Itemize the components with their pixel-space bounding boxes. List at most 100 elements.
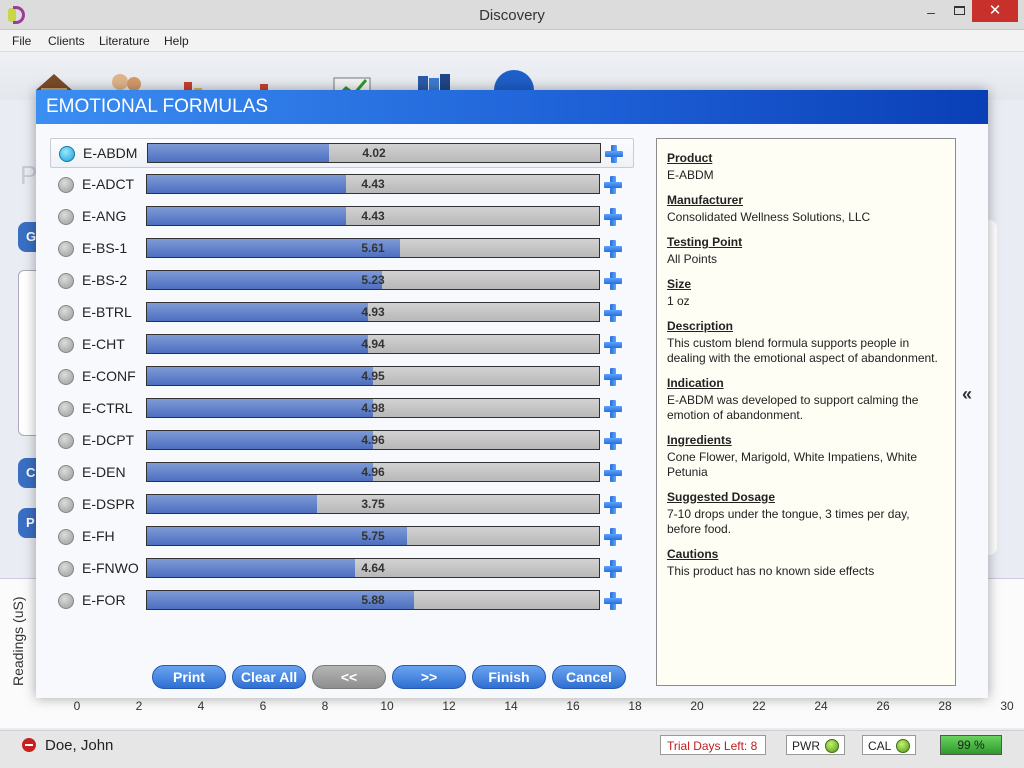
formula-code: E-BS-1 <box>82 240 128 256</box>
minimize-button[interactable]: – <box>927 4 935 20</box>
add-formula-icon[interactable] <box>604 400 622 418</box>
formula-reading-bar: 5.23 <box>146 270 600 290</box>
add-formula-icon[interactable] <box>604 272 622 290</box>
print-button[interactable]: Print <box>152 665 226 689</box>
formula-code: E-DEN <box>82 464 126 480</box>
finish-button[interactable]: Finish <box>472 665 546 689</box>
formula-row[interactable]: E-CHT 4.94 <box>50 330 634 360</box>
x-tick-label: 26 <box>876 699 890 713</box>
formula-reading-bar: 4.95 <box>146 366 600 386</box>
formula-row[interactable]: E-CTRL 4.98 <box>50 394 634 424</box>
product-label: Product <box>667 151 713 165</box>
reading-fill <box>147 495 317 513</box>
add-formula-icon[interactable] <box>604 368 622 386</box>
formula-radio[interactable] <box>58 241 74 257</box>
pwr-label: PWR <box>792 739 820 753</box>
add-formula-icon[interactable] <box>604 560 622 578</box>
prev-page-button[interactable]: << <box>312 665 386 689</box>
formula-radio[interactable] <box>59 146 75 162</box>
formula-radio[interactable] <box>58 337 74 353</box>
formula-reading-bar: 4.43 <box>146 206 600 226</box>
formula-radio[interactable] <box>58 305 74 321</box>
formula-row[interactable]: E-FNWO 4.64 <box>50 554 634 584</box>
cancel-button[interactable]: Cancel <box>552 665 626 689</box>
reading-value: 4.98 <box>361 401 385 415</box>
formula-reading-bar: 4.96 <box>146 430 600 450</box>
formula-row[interactable]: E-BS-2 5.23 <box>50 266 634 296</box>
bg-section-tab[interactable]: P <box>18 508 38 538</box>
formula-row[interactable]: E-BS-1 5.61 <box>50 234 634 264</box>
formula-row[interactable]: E-CONF 4.95 <box>50 362 634 392</box>
dosage-value: 7-10 drops under the tongue, 3 times per… <box>667 507 910 536</box>
reading-fill <box>147 431 373 449</box>
formula-radio[interactable] <box>58 273 74 289</box>
calibration-status: CAL <box>862 735 917 755</box>
formula-row[interactable]: E-BTRL 4.93 <box>50 298 634 328</box>
collapse-panel-icon[interactable]: « <box>962 384 973 404</box>
add-formula-icon[interactable] <box>604 336 622 354</box>
add-formula-icon[interactable] <box>604 240 622 258</box>
add-formula-icon[interactable] <box>604 528 622 546</box>
formula-radio[interactable] <box>58 433 74 449</box>
formula-code: E-ADCT <box>82 176 135 192</box>
size-value: 1 oz <box>667 294 690 308</box>
x-tick-label: 12 <box>442 699 456 713</box>
reading-value: 4.43 <box>361 209 385 223</box>
formula-row[interactable]: E-FOR 5.88 <box>50 586 634 616</box>
formula-radio[interactable] <box>58 369 74 385</box>
manufacturer-label: Manufacturer <box>667 193 744 207</box>
formula-reading-bar: 5.61 <box>146 238 600 258</box>
formula-row[interactable]: E-FH 5.75 <box>50 522 634 552</box>
trial-days: 8 <box>750 739 758 753</box>
bg-section-tab[interactable]: G <box>18 222 38 252</box>
formula-radio[interactable] <box>58 497 74 513</box>
formula-radio[interactable] <box>58 561 74 577</box>
formula-reading-bar: 5.88 <box>146 590 600 610</box>
reading-fill <box>147 239 401 257</box>
close-button[interactable]: ✕ <box>972 0 1018 22</box>
cal-label: CAL <box>868 739 892 753</box>
bg-section-tab[interactable]: C <box>18 458 38 488</box>
add-formula-icon[interactable] <box>604 592 622 610</box>
formula-radio[interactable] <box>58 401 74 417</box>
x-tick-label: 8 <box>321 699 329 713</box>
next-page-button[interactable]: >> <box>392 665 466 689</box>
add-formula-icon[interactable] <box>604 432 622 450</box>
add-formula-icon[interactable] <box>604 464 622 482</box>
add-formula-icon[interactable] <box>604 208 622 226</box>
reading-fill <box>147 207 346 225</box>
formula-radio[interactable] <box>58 465 74 481</box>
formula-row[interactable]: E-ABDM 4.02 <box>50 138 634 168</box>
x-tick-label: 14 <box>504 699 518 713</box>
reading-value: 4.95 <box>361 369 385 383</box>
maximize-button[interactable] <box>946 2 972 24</box>
add-formula-icon[interactable] <box>604 176 622 194</box>
x-tick-label: 24 <box>814 699 828 713</box>
formula-row[interactable]: E-DSPR 3.75 <box>50 490 634 520</box>
app-logo-icon <box>8 6 26 24</box>
formula-radio[interactable] <box>58 177 74 193</box>
clear-all-button[interactable]: Clear All <box>232 665 306 689</box>
formula-radio[interactable] <box>58 593 74 609</box>
menu-clients[interactable]: Clients <box>48 34 85 48</box>
reading-value: 4.64 <box>361 561 385 575</box>
add-formula-icon[interactable] <box>605 145 623 163</box>
formula-row[interactable]: E-DCPT 4.96 <box>50 426 634 456</box>
formula-row[interactable]: E-ANG 4.43 <box>50 202 634 232</box>
formula-radio[interactable] <box>58 529 74 545</box>
formula-code: E-BTRL <box>82 304 132 320</box>
menu-file[interactable]: File <box>12 34 32 48</box>
x-tick-label: 2 <box>135 699 143 713</box>
emotional-formulas-dialog: EMOTIONAL FORMULAS E-ABDM 4.02 E-ADCT 4.43 E… <box>36 90 988 698</box>
menu-literature[interactable]: Literature <box>99 34 150 48</box>
add-formula-icon[interactable] <box>604 496 622 514</box>
reading-fill <box>147 367 373 385</box>
formula-radio[interactable] <box>58 209 74 225</box>
formula-row[interactable]: E-DEN 4.96 <box>50 458 634 488</box>
reading-fill <box>148 144 329 162</box>
menu-help[interactable]: Help <box>164 34 189 48</box>
title-bar: Discovery – ✕ <box>0 0 1024 30</box>
formula-row[interactable]: E-ADCT 4.43 <box>50 170 634 200</box>
add-formula-icon[interactable] <box>604 304 622 322</box>
reading-value: 4.43 <box>361 177 385 191</box>
